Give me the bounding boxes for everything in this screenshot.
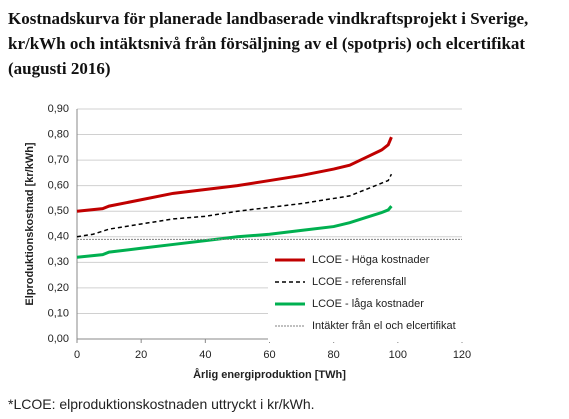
y-tick-label: 0,60 <box>48 180 69 192</box>
y-tick-label: 0,80 <box>48 128 69 140</box>
x-tick-label: 100 <box>389 349 407 361</box>
x-tick-label: 80 <box>328 349 340 361</box>
x-tick-label: 120 <box>453 349 471 361</box>
line <box>76 205 393 259</box>
x-tick-label: 20 <box>135 349 147 361</box>
y-tick-label: 0,90 <box>48 103 69 115</box>
legend-label: LCOE - referensfall <box>312 276 406 288</box>
y-tick-label: 0,10 <box>48 307 69 319</box>
y-tick-label: 0,50 <box>48 205 69 217</box>
line <box>76 136 393 213</box>
y-tick-label: 0,70 <box>48 154 69 166</box>
legend-label: LCOE - låga kostnader <box>312 298 424 310</box>
y-tick-label: 0,20 <box>48 282 69 294</box>
x-tick-label: 0 <box>74 349 80 361</box>
y-tick-label: 0,30 <box>48 256 69 268</box>
y-tick-label: 0,00 <box>48 333 69 345</box>
legend-label: Intäkter från el och elcertifikat <box>312 320 456 332</box>
x-tick-label: 60 <box>263 349 275 361</box>
line <box>76 173 393 238</box>
footnote: *LCOE: elproduktionskostnaden uttryckt i… <box>8 396 315 412</box>
x-tick-label: 40 <box>199 349 211 361</box>
chart-title: Kostnadskurva för planerade landbaserade… <box>8 9 529 78</box>
x-axis-label: Årlig energiproduktion [TWh] <box>193 368 346 381</box>
legend-label: LCOE - Höga kostnader <box>312 254 430 266</box>
y-tick-label: 0,40 <box>48 231 69 243</box>
y-axis-label: Elproduktionskostnad [kr/kWh] <box>24 142 36 306</box>
